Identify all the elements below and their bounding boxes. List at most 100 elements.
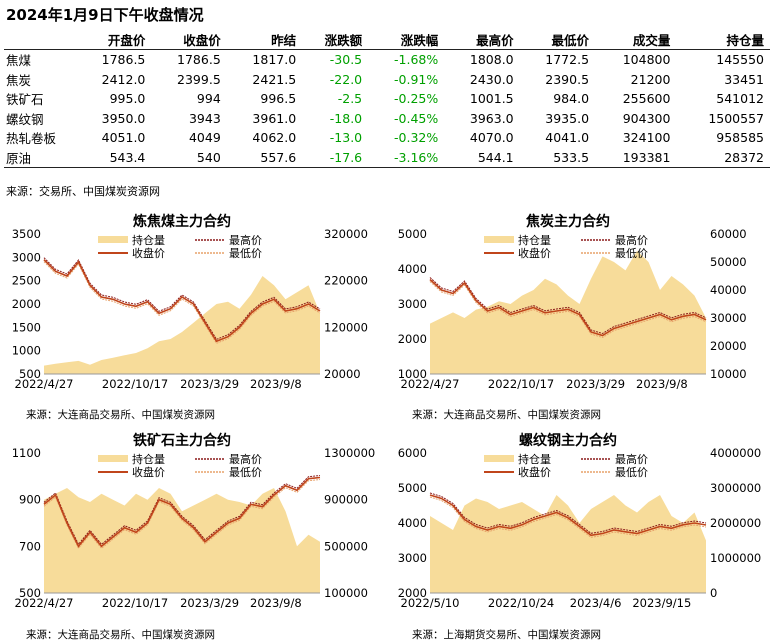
table-header: 涨跌额 [302,30,369,50]
table-cell: 904300 [622,110,671,126]
high-price-line [43,257,321,340]
x-tick-label: 2023/3/29 [180,596,239,610]
y-left-tick-label: 1500 [12,320,41,334]
table-header: 收盘价 [151,30,227,50]
table-cell: 995.0 [109,91,146,107]
table-cell: 324100 [622,130,671,146]
table-cell: -0.91% [394,71,439,87]
y-left-tick-label: 3000 [12,250,41,264]
table-header-row: 开盘价 收盘价 昨结 涨跌额 涨跌幅 最高价 最低价 成交量 持仓量 [4,30,770,50]
x-tick-label: 2022/4/27 [15,377,74,391]
table-cell: 3935.0 [545,110,590,126]
chart-source: 来源：大连商品交易所、中国煤炭资源网 [412,408,601,421]
table-cell: 2421.5 [252,71,297,87]
legend-label: 最低价 [229,466,262,479]
table-header: 最低价 [519,30,596,50]
legend-label: 最高价 [229,452,262,466]
legend-swatch-open-interest [484,236,514,243]
x-tick-label: 2022/5/10 [401,596,460,610]
table-cell: 145550 [716,52,764,68]
legend-label: 最低价 [615,466,648,479]
y-right-tick-label: 60000 [710,227,747,241]
close-price-line [43,476,321,548]
y-right-tick-label: 1300000 [324,446,375,460]
table-cell: 21200 [630,71,671,87]
y-right-tick-label: 4000000 [710,446,761,460]
table-cell: 540 [151,147,227,168]
x-tick-label: 2022/4/27 [401,377,460,391]
coking-coal-chart: 炼焦煤主力合约 500 1000 1500 2000 2500 3000 3500 20000 1… [12,213,368,421]
legend-label: 最高价 [615,452,648,466]
low-price-line [429,496,707,538]
open-interest-area [430,250,706,374]
table-cell: 4051.0 [101,130,146,146]
table-cell: 994 [196,91,221,107]
x-tick-label: 2023/9/15 [632,596,691,610]
y-right-tick-label: 50000 [710,255,747,269]
table-cell: 3943 [188,110,221,126]
y-left-tick-label: 1000 [398,367,427,381]
y-left-tick-label: 1100 [12,446,41,460]
legend-label: 持仓量 [518,233,551,247]
table-cell: 557.6 [226,147,303,168]
table-row: 热轧卷板 4051.0 4049 4062.0 -13.0 -0.32% 4070.0 404… [4,128,770,148]
table-cell: 1817.0 [252,52,297,68]
y-right-tick-label: 20000 [324,367,361,381]
low-price-line [429,281,707,339]
open-interest-area [430,495,706,593]
low-price-line [43,479,321,550]
open-interest-area [44,488,320,593]
table-cell: -0.45% [394,110,439,126]
coke-chart: 焦炭主力合约 1000 2000 3000 4000 5000 10000 20000 3000… [398,213,747,421]
y-right-tick-label: 120000 [324,320,368,334]
high-price-line [429,492,707,534]
table-cell: 28372 [676,147,770,168]
legend-label: 收盘价 [518,465,551,479]
y-left-tick-label: 1000 [12,344,41,358]
y-left-tick-label: 4000 [398,516,427,530]
table-row: 铁矿石 995.0 994 996.5 -2.5 -0.25% 1001.5 984.0 255… [4,89,770,109]
table-cell: -0.25% [394,91,439,107]
low-price-line [43,261,321,344]
chart-source: 来源：上海期货交易所、中国煤炭资源网 [412,628,601,641]
legend-swatch-open-interest [98,236,128,243]
legend-label: 持仓量 [132,233,165,247]
x-tick-label: 2022/4/27 [15,596,74,610]
y-right-tick-label: 20000 [710,339,747,353]
high-price-line [429,277,707,335]
y-right-tick-label: 220000 [324,274,368,288]
table-cell: -1.68% [394,52,439,68]
table-cell: 4049 [188,130,221,146]
table-cell: -18.0 [329,110,363,126]
table-cell: 544.1 [444,147,520,168]
chart-title: 焦炭主力合约 [525,213,610,230]
y-right-tick-label: 30000 [710,311,747,325]
y-right-tick-label: 40000 [710,283,747,297]
table-cell: 3961.0 [252,110,297,126]
table-cell: 533.5 [519,147,596,168]
table-cell: -3.16% [368,147,445,168]
table-cell: 984.0 [553,91,590,107]
table-source: 来源：交易所、中国煤炭资源网 [6,185,160,198]
table-cell: 541012 [716,91,764,107]
y-right-tick-label: 1000000 [710,551,761,565]
y-left-tick-label: 700 [19,539,41,553]
table-cell: 255600 [622,91,671,107]
table-cell: 2412.0 [101,71,146,87]
x-tick-label: 2022/10/17 [102,596,168,610]
y-left-tick-label: 5000 [398,481,427,495]
y-left-tick-label: 900 [19,493,41,507]
page-title: 2024年1月9日下午收盘情况 [6,6,204,24]
table-header: 持仓量 [676,30,770,50]
table-cell: -22.0 [329,71,363,87]
table-header: 开盘价 [76,30,152,50]
y-left-tick-label: 500 [19,586,41,600]
table-row: 螺纹钢 3950.0 3943 3961.0 -18.0 -0.45% 3963.0 3935… [4,109,770,129]
table-header [4,30,76,50]
legend-label: 收盘价 [132,246,165,260]
y-left-tick-label: 500 [19,367,41,381]
table-cell: 4062.0 [252,130,297,146]
x-tick-label: 2023/3/29 [180,377,239,391]
y-left-tick-label: 4000 [398,262,427,276]
y-right-tick-label: 320000 [324,227,368,241]
